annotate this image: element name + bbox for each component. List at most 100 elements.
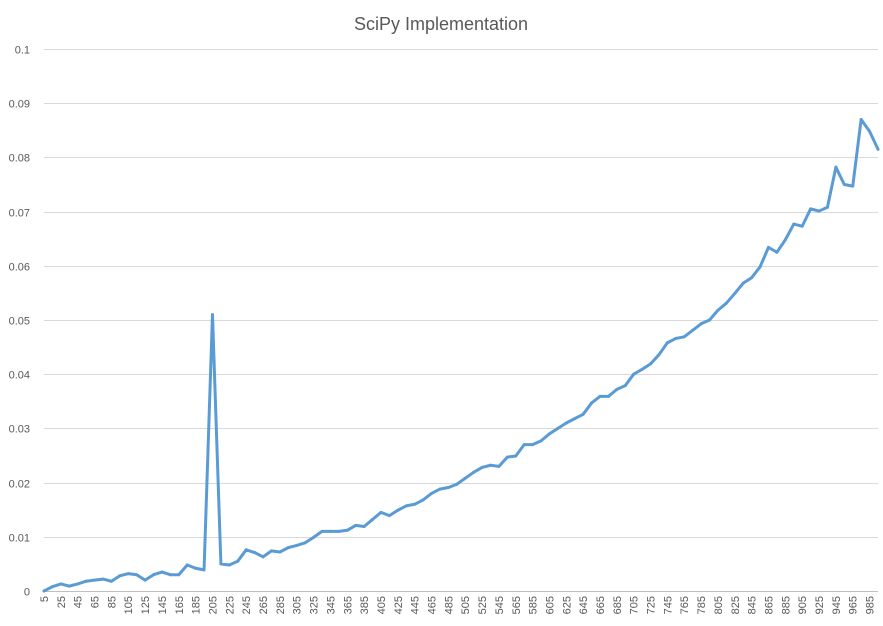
x-axis-ticks: 5 25 45 65 85 105 125 145 165 185 205 225 245 265 285 3…: [39, 596, 877, 614]
x-tick-label: 5: [39, 596, 51, 602]
x-tick-label: 745: [662, 596, 674, 614]
data-point: [682, 335, 686, 339]
data-point: [160, 570, 164, 574]
data-point: [312, 535, 316, 539]
y-tick-label: 0.03: [9, 424, 30, 436]
x-tick-label: 85: [106, 596, 118, 608]
data-point: [227, 563, 231, 567]
x-tick-label: 445: [410, 596, 422, 614]
gridlines: [44, 49, 878, 538]
data-point: [547, 432, 551, 436]
x-tick-label: 365: [342, 596, 354, 614]
x-tick-label: 305: [292, 596, 304, 614]
y-tick-label: 0.02: [9, 479, 30, 491]
data-point: [750, 276, 754, 280]
data-point: [219, 562, 223, 566]
x-tick-label: 925: [814, 596, 826, 614]
data-point: [783, 238, 787, 242]
x-tick-label: 885: [780, 596, 792, 614]
data-point: [177, 573, 181, 577]
data-point: [286, 546, 290, 550]
data-point: [269, 549, 273, 553]
x-tick-label: 385: [359, 596, 371, 614]
data-point: [345, 528, 349, 532]
y-tick-label: 0.07: [9, 208, 30, 220]
data-point: [564, 421, 568, 425]
x-tick-label: 485: [443, 596, 455, 614]
data-point: [531, 443, 535, 447]
x-tick-label: 585: [528, 596, 540, 614]
y-tick-label: 0.01: [9, 533, 30, 545]
y-tick-label: 0.04: [9, 370, 30, 382]
data-point: [741, 281, 745, 285]
data-point: [50, 585, 54, 589]
x-tick-label: 325: [309, 596, 321, 614]
data-point: [455, 482, 459, 486]
data-point: [253, 551, 257, 555]
data-point: [210, 313, 214, 317]
data-point: [354, 523, 358, 527]
data-point: [657, 353, 661, 357]
x-tick-label: 785: [696, 596, 708, 614]
data-point: [101, 577, 105, 581]
data-point: [387, 514, 391, 518]
x-tick-label: 225: [224, 596, 236, 614]
data-point: [615, 387, 619, 391]
data-point: [328, 529, 332, 533]
data-point: [446, 485, 450, 489]
data-point: [126, 572, 130, 576]
data-point: [868, 129, 872, 133]
data-point: [430, 491, 434, 495]
y-tick-label: 0.06: [9, 262, 30, 274]
data-point: [758, 265, 762, 269]
x-tick-label: 985: [865, 596, 877, 614]
data-point: [859, 117, 863, 121]
data-point: [236, 559, 240, 563]
x-tick-label: 825: [730, 596, 742, 614]
x-tick-label: 605: [544, 596, 556, 614]
x-tick-label: 865: [763, 596, 775, 614]
x-tick-label: 405: [376, 596, 388, 614]
series-line: [42, 117, 880, 593]
x-tick-label: 205: [207, 596, 219, 614]
data-point: [472, 470, 476, 474]
data-point: [775, 250, 779, 254]
data-point: [168, 573, 172, 577]
data-point: [320, 529, 324, 533]
x-tick-label: 105: [123, 596, 135, 614]
y-tick-label: 0.05: [9, 316, 30, 328]
x-tick-label: 285: [275, 596, 287, 614]
data-point: [421, 498, 425, 502]
data-point: [396, 508, 400, 512]
data-point: [438, 487, 442, 491]
data-point: [581, 412, 585, 416]
data-point: [362, 525, 366, 528]
data-point: [522, 443, 526, 447]
x-tick-label: 565: [511, 596, 523, 614]
data-point: [480, 465, 484, 469]
data-point: [809, 207, 813, 211]
x-tick-label: 245: [241, 596, 253, 614]
data-point: [505, 455, 509, 459]
x-tick-label: 25: [56, 596, 68, 608]
y-tick-label: 0.1: [15, 45, 30, 57]
x-tick-label: 65: [90, 596, 102, 608]
data-point: [724, 301, 728, 305]
data-point: [842, 183, 846, 186]
x-tick-label: 845: [747, 596, 759, 614]
x-tick-label: 345: [325, 596, 337, 614]
x-tick-label: 145: [157, 596, 169, 614]
data-point: [118, 574, 122, 578]
data-point: [143, 578, 147, 582]
x-tick-label: 465: [427, 596, 439, 614]
data-point: [699, 322, 703, 326]
data-point: [539, 439, 543, 443]
data-point: [623, 384, 627, 388]
data-point: [135, 573, 139, 577]
data-point: [691, 328, 695, 332]
data-point: [573, 417, 577, 421]
data-point: [67, 584, 71, 588]
x-tick-label: 165: [174, 596, 186, 614]
data-point: [800, 224, 804, 228]
